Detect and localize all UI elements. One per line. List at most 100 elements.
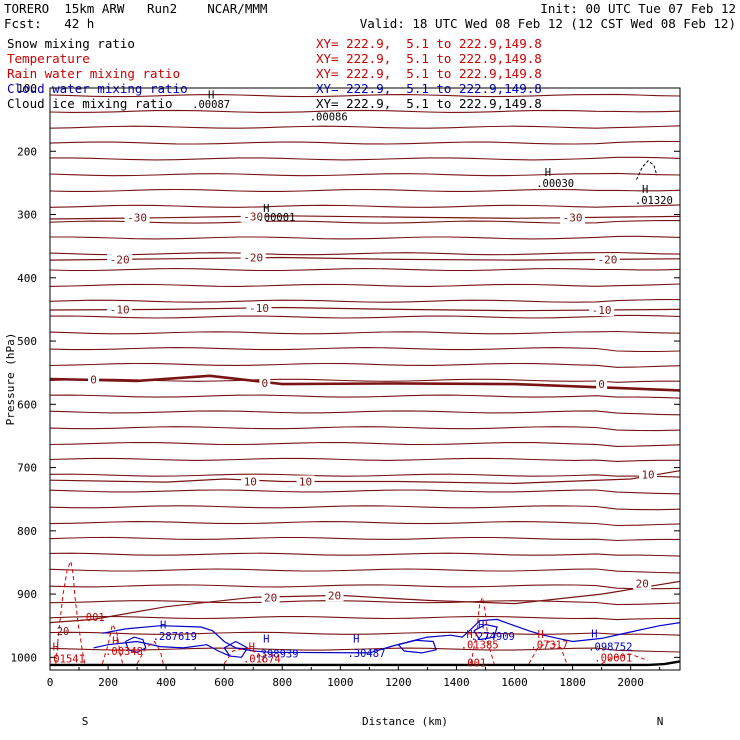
extremum-label: .00087 [192, 99, 230, 111]
y-tick-label: 700 [17, 462, 37, 475]
isotherm-label: -10 [110, 303, 130, 316]
isotherm-line [49, 426, 681, 432]
extremum-label: .398939 [254, 649, 298, 661]
isotherm-line [49, 441, 681, 447]
legend-temperature-name: Temperature [7, 51, 90, 66]
legend-cloud-ice-name: Cloud ice mixing ratio [7, 96, 173, 111]
y-tick-label: 200 [17, 145, 37, 158]
x-tick-label: 1400 [443, 676, 470, 689]
legend-rain-name: Rain water mixing ratio [7, 66, 181, 81]
extremum-label: .00030 [536, 178, 574, 190]
rain-water-contour [101, 623, 124, 664]
label-mask [107, 303, 133, 316]
plot-border [49, 87, 681, 671]
isotherm-line [49, 172, 681, 177]
extremum-label: .01541 [47, 654, 85, 666]
extremum-label: H [545, 167, 551, 179]
isotherm-label: 10 [641, 469, 654, 482]
x-tick-label: 0 [47, 676, 54, 689]
isotherm-line [49, 283, 681, 287]
isotherm-label: 20 [636, 577, 649, 590]
extremum-label: 20 [57, 626, 70, 638]
label-mask [639, 468, 658, 481]
extremum-label: .00001 [594, 652, 632, 664]
isotherm-line [50, 156, 681, 161]
header-forecast-hour: Fcst: 42 h [4, 16, 95, 31]
isotherm-line [49, 314, 681, 319]
label-mask [594, 253, 620, 266]
isotherm--20 [49, 256, 681, 261]
isotherm-label: 0 [262, 377, 269, 390]
isotherm-line [49, 521, 681, 527]
cloud-ice-contours [636, 160, 658, 180]
isotherm-line [49, 584, 681, 590]
extremum-label: .00348 [105, 646, 143, 658]
isotherm-label: -20 [110, 253, 130, 266]
extremum-label: .01674 [243, 654, 281, 666]
isotherm-line [49, 552, 681, 557]
cloud-water-contour [93, 640, 231, 657]
isotherm-label: 20 [264, 591, 277, 604]
header-run-info: TORERO 15km ARW Run2 NCAR/MMM [4, 1, 268, 16]
cloud-water-contour [223, 640, 249, 658]
isotherm-label: -10 [592, 304, 612, 317]
y-tick-label: 800 [17, 525, 37, 538]
isotherm-0 [49, 374, 681, 392]
extremum-label: .001 [79, 612, 104, 624]
cloud-ice-contour [636, 160, 658, 180]
isotherm-label: 10 [299, 475, 312, 488]
rain-water-contour [601, 653, 649, 665]
x-tick-label: 600 [214, 676, 234, 689]
rain-water-contour [136, 640, 164, 664]
extremum-label: .274909 [471, 631, 515, 643]
cloud-water-contours [93, 618, 681, 658]
cloud-water-contour [397, 639, 437, 654]
extremum-label: .07317 [530, 640, 568, 652]
extremum-label: H [466, 629, 472, 641]
isotherm-line [49, 109, 681, 113]
extremum-label: H [642, 184, 648, 196]
y-tick-label: 500 [17, 335, 37, 348]
extremum-label: H [263, 633, 269, 645]
rain-water-contour [55, 559, 86, 664]
extremum-label: .01385 [461, 640, 499, 652]
isotherm-label: -30 [563, 212, 583, 225]
cloud-water-contour [102, 618, 681, 654]
x-tick-label: 800 [272, 676, 292, 689]
y-tick-label: 1000 [11, 651, 38, 664]
extremum-label: H [353, 633, 359, 645]
x-tick-label: 200 [98, 676, 118, 689]
extremum-label: H [53, 642, 59, 654]
legend-temperature-xy: XY= 222.9, 5.1 to 222.9,149.8 [316, 51, 542, 66]
isotherm-line [49, 188, 681, 192]
x-tick-label: 1800 [559, 676, 586, 689]
isotherm-line [49, 647, 681, 653]
header-valid-time: Valid: 18 UTC Wed 08 Feb 12 (12 CST Wed … [359, 16, 736, 31]
isotherm-label: 0 [90, 374, 97, 387]
isotherm-line [49, 615, 681, 621]
label-mask [240, 210, 266, 223]
isotherm-line [49, 347, 681, 353]
x-axis-title: Distance (km) [362, 715, 448, 728]
extremum-label: H [208, 89, 214, 101]
header: TORERO 15km ARW Run2 NCAR/MMM Init: 00 U… [0, 0, 740, 115]
rain-water-contour [528, 640, 568, 664]
axes: 0 200 400 600 800 1000 1200 1400 1600 1800 2000100… [4, 82, 680, 728]
temperature-isotherms [49, 215, 681, 624]
isotherm-line [49, 457, 680, 462]
extremum-label: .00086 [310, 111, 348, 123]
x-tick-label: 1600 [501, 676, 528, 689]
isotherm-label: -20 [597, 253, 617, 266]
endpoint-left-label: S [82, 715, 89, 728]
isobar-grid [49, 93, 681, 653]
isotherm-line [49, 93, 681, 98]
isotherm-label: 10 [244, 475, 257, 488]
extremum-label: H [263, 203, 269, 215]
label-mask [240, 251, 266, 264]
isotherm-line [50, 235, 681, 240]
isotherm-label: 0 [598, 378, 605, 391]
terrain-surface [50, 660, 681, 667]
label-mask [633, 577, 652, 590]
rain-water-contours [55, 559, 649, 665]
isotherm-line [49, 536, 680, 542]
